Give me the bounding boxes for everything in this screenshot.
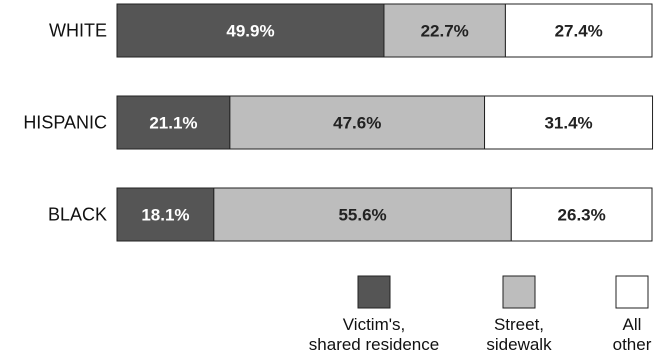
bar-segment-white-victim-s-shared-residence	[116, 3, 385, 58]
data-label-black-street-sidewalk: 55.6%	[338, 206, 386, 225]
legend: Victim's, shared residence Street, sidewalk…	[309, 275, 652, 354]
data-label-white-all-other: 27.4%	[555, 22, 603, 41]
legend-swatch-all-other	[615, 275, 649, 309]
bar-segment-black-victim-s-shared-residence	[116, 187, 215, 242]
bar-segment-black-all-other	[510, 187, 653, 242]
category-label-white: WHITE	[49, 21, 107, 41]
legend-label-all-other: All other	[613, 315, 652, 354]
bar-segment-white-all-other	[504, 3, 653, 58]
bar-segment-hispanic-street-sidewalk	[229, 95, 486, 150]
data-label-hispanic-street-sidewalk: 47.6%	[333, 114, 381, 133]
legend-label-victim-s-shared-residence: Victim's, shared residence	[309, 315, 439, 354]
legend-label-street-sidewalk: Street, sidewalk	[486, 315, 552, 354]
bar-segment-hispanic-victim-s-shared-residence	[116, 95, 231, 150]
bar-segment-white-street-sidewalk	[383, 3, 506, 58]
bar-segment-hispanic-all-other	[484, 95, 654, 150]
category-label-hispanic: HISPANIC	[23, 113, 107, 133]
legend-swatch-victim-s-shared-residence	[357, 275, 391, 309]
data-label-hispanic-victim-s-shared-residence: 21.1%	[149, 114, 197, 133]
data-label-white-victim-s-shared-residence: 49.9%	[226, 22, 274, 41]
bars-group: WHITE 49.9% 22.7% 27.4% HISPANIC 21.1% 47.6% 31…	[23, 3, 654, 242]
data-label-hispanic-all-other: 31.4%	[544, 114, 592, 133]
data-label-black-victim-s-shared-residence: 18.1%	[141, 206, 189, 225]
legend-swatch-street-sidewalk	[502, 275, 536, 309]
category-label-black: BLACK	[48, 205, 107, 225]
data-label-white-street-sidewalk: 22.7%	[421, 22, 469, 41]
bar-segment-black-street-sidewalk	[213, 187, 512, 242]
data-label-black-all-other: 26.3%	[558, 206, 606, 225]
